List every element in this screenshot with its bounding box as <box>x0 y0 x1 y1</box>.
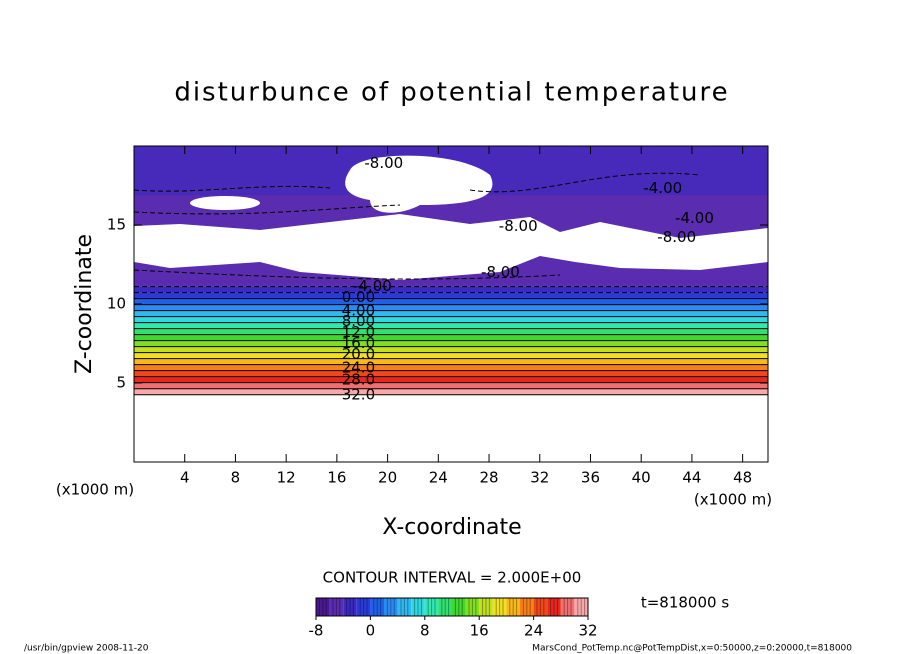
colorbar-bin <box>520 598 534 616</box>
footer: /usr/bin/gpview 2008-11-20 <box>24 644 149 654</box>
field-band <box>134 388 768 395</box>
time-label: t=818000 s <box>641 594 729 612</box>
field-band <box>134 334 768 341</box>
colorbar-bin <box>356 598 371 616</box>
colorbar-bin <box>452 598 466 616</box>
colorbar-bin <box>533 598 548 616</box>
field-band <box>134 346 768 353</box>
contour-interval: CONTOUR INTERVAL = 2.000E+00 <box>323 569 582 587</box>
contour-label: 28.0 <box>342 370 375 388</box>
contour-label: -4.00 <box>643 179 682 197</box>
contour-label: 32.0 <box>342 385 375 403</box>
colorbar-bin <box>547 598 561 616</box>
contour-label: 4.00 <box>342 302 375 320</box>
x-tick-label: 20 <box>378 469 397 487</box>
colorbar-tick-label: 0 <box>366 622 376 640</box>
y-tick-label: 10 <box>107 295 126 313</box>
field-band <box>134 292 768 299</box>
colorbar-bin <box>506 598 520 616</box>
x-tick-label: 24 <box>429 469 448 487</box>
contour-label: 0.00 <box>342 288 375 306</box>
colorbar-bin <box>492 598 507 616</box>
field-band <box>134 376 768 383</box>
colorbar-bin <box>479 598 493 616</box>
contour-label: 24.0 <box>342 358 375 376</box>
contour-label: -8.00 <box>364 154 403 172</box>
contour-label: -8.00 <box>657 228 696 246</box>
colorbar-bin <box>370 598 384 616</box>
undefined-regions <box>134 155 768 280</box>
contour-label: -4.00 <box>675 209 714 227</box>
y-tick-label: 5 <box>116 374 126 392</box>
x-tick-label: 8 <box>231 469 241 487</box>
x-tick-label: 32 <box>530 469 549 487</box>
x-tick-label: 12 <box>277 469 296 487</box>
contour-line-decor <box>134 172 701 280</box>
contour-label: 16.0 <box>342 334 375 352</box>
colorbar-bin <box>329 598 344 616</box>
field-band <box>134 298 768 305</box>
colorbar-tick-label: 16 <box>470 622 489 640</box>
white-region <box>134 214 768 280</box>
field-band <box>134 310 768 317</box>
field-band <box>134 322 768 329</box>
contour-label: 8.00 <box>342 312 375 330</box>
field-band <box>134 358 768 365</box>
footer: MarsCond_PotTemp.nc@PotTempDist,x=0:5000… <box>532 644 852 654</box>
x-tick-label: 4 <box>180 469 190 487</box>
white-region <box>190 196 260 210</box>
colorbar-bin <box>397 598 412 616</box>
colorbar-bin <box>316 598 330 616</box>
field-band <box>134 340 768 347</box>
field-band <box>134 316 768 323</box>
colorbar-tick-label: 24 <box>524 622 543 640</box>
x-axis-label: X-coordinate <box>382 515 521 540</box>
chart-title: disturbunce of potential temperature <box>174 78 729 108</box>
x-tick-label: 36 <box>581 469 600 487</box>
field-band <box>134 352 768 359</box>
field-band <box>134 328 768 335</box>
x-tick-label: 28 <box>479 469 498 487</box>
x-tick-label: 44 <box>682 469 701 487</box>
colorbar-bin <box>560 598 575 616</box>
x-tick-label: 16 <box>327 469 346 487</box>
colorbar-bin <box>438 598 452 616</box>
x-unit-label: (x1000 m) <box>56 481 134 499</box>
field-band <box>134 370 768 377</box>
colorbar-bin <box>465 598 480 616</box>
field-band <box>134 286 768 293</box>
contour-label: -8.00 <box>499 217 538 235</box>
field-band <box>134 304 768 311</box>
x-tick-label: 40 <box>632 469 651 487</box>
x-tick-label: 48 <box>733 469 752 487</box>
colorbar-bin <box>424 598 439 616</box>
colorbar-frame <box>315 597 589 617</box>
y-axis-label: Z-coordinate <box>72 234 97 374</box>
field-band <box>134 382 768 389</box>
x-unit-label: (x1000 m) <box>694 491 772 509</box>
colorbar-tick-label: 32 <box>578 622 597 640</box>
colorbar-bin <box>574 598 588 616</box>
contour-label: -8.00 <box>481 263 520 281</box>
colorbar-bin <box>343 598 357 616</box>
white-region <box>345 155 493 213</box>
colorbar-tick-label: -8 <box>309 622 324 640</box>
colorbar-bin <box>411 598 425 616</box>
colorbar-tick-label: 8 <box>420 622 430 640</box>
colorbar-bin <box>384 598 398 616</box>
y-tick-label: 15 <box>107 216 126 234</box>
contour-label: -4.00 <box>353 277 392 295</box>
contour-label: 12.0 <box>342 323 375 341</box>
contour-label: 20.0 <box>342 345 375 363</box>
field-band <box>134 364 768 371</box>
